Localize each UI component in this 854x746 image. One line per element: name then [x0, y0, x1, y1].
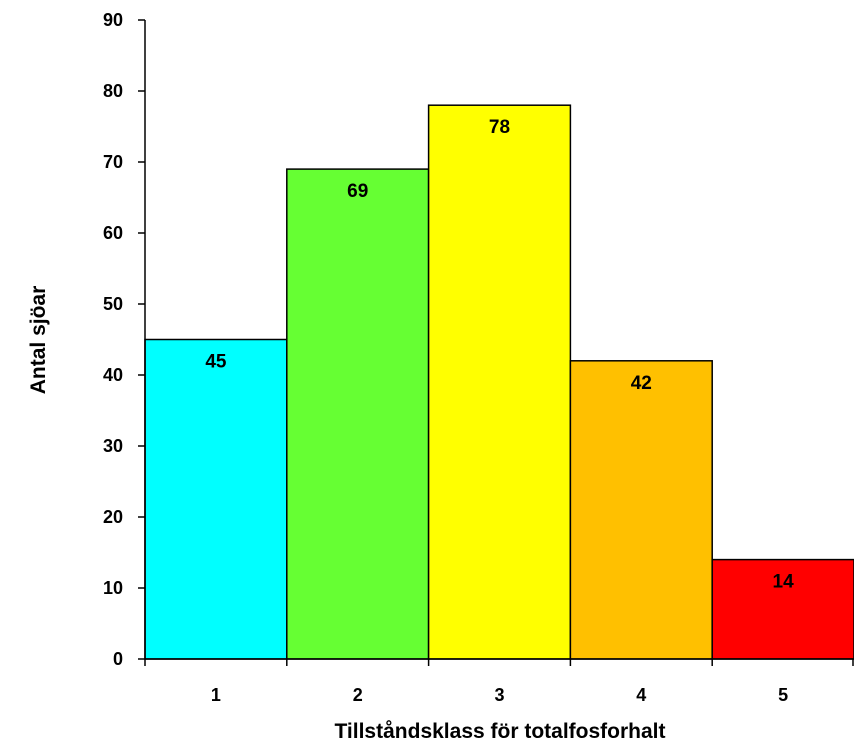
y-tick-label: 70: [103, 152, 123, 172]
bar-4: [569, 360, 713, 660]
data-labels-group: 45 69 78 42 14: [205, 117, 794, 592]
x-tick-label: 5: [778, 685, 788, 705]
y-tick-label: 40: [103, 365, 123, 385]
x-axis: 1 2 3 4 5: [144, 658, 854, 705]
bar-5: [711, 558, 854, 660]
bar-3: [427, 104, 572, 660]
y-tick-label: 90: [103, 10, 123, 30]
x-tick-label: 1: [211, 685, 221, 705]
y-tick-label: 10: [103, 578, 123, 598]
y-tick-label: 50: [103, 294, 123, 314]
y-axis-title: Antal sjöar: [27, 286, 50, 395]
data-label-5: 14: [773, 572, 795, 593]
data-label-1: 45: [205, 352, 227, 373]
y-axis: 0 10 20 30 40 50 60 70 80 90: [103, 10, 146, 669]
x-tick-label: 3: [494, 685, 504, 705]
y-tick-label: 30: [103, 436, 123, 456]
x-tick-label: 2: [353, 685, 363, 705]
data-label-4: 42: [631, 373, 652, 394]
y-tick-label: 60: [103, 223, 123, 243]
x-axis-title: Tillståndsklass för totalfosforhalt: [334, 720, 665, 743]
y-tick-label: 0: [113, 649, 123, 669]
data-label-2: 69: [347, 181, 368, 202]
y-tick-label: 20: [103, 507, 123, 527]
y-tick-label: 80: [103, 81, 123, 101]
x-tick-label: 4: [636, 685, 646, 705]
bar-2: [286, 168, 430, 660]
data-label-3: 78: [489, 117, 510, 138]
bar-1: [144, 338, 288, 660]
bars-group: [144, 104, 854, 660]
